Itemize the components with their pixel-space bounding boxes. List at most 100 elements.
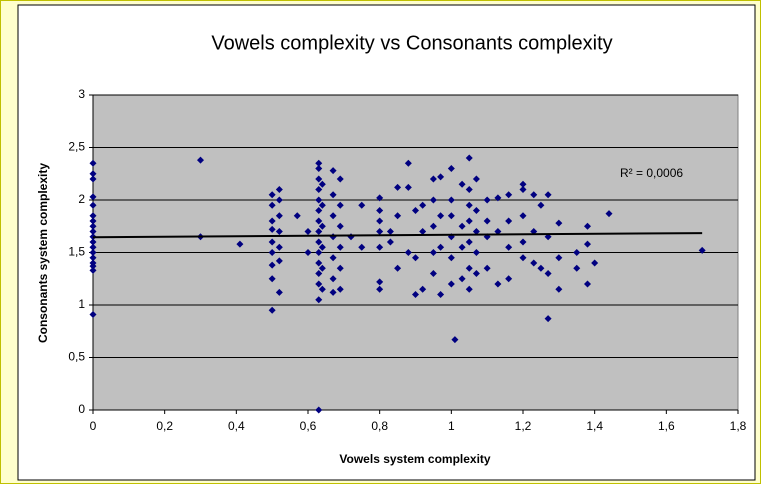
point (89, 238, 97, 246)
point (293, 212, 301, 220)
point (555, 219, 563, 227)
point (437, 173, 445, 181)
point (451, 336, 459, 344)
point (376, 228, 384, 235)
point (376, 285, 384, 293)
point (336, 201, 344, 209)
point (519, 180, 527, 188)
point (315, 165, 323, 172)
point (89, 310, 97, 318)
x-axis-label: Vowels system complexity (339, 452, 491, 466)
point (419, 228, 427, 235)
trendline (92, 232, 703, 239)
x-tick-label: 0,4 (228, 419, 245, 433)
point (458, 275, 466, 283)
point (329, 288, 337, 296)
point (429, 196, 437, 204)
point (530, 259, 538, 267)
chart-title: Vowels complexity vs Consonants complexi… (211, 32, 612, 54)
point (447, 212, 455, 220)
point (447, 165, 455, 172)
point (318, 285, 326, 293)
x-tick-label: 0,8 (371, 419, 388, 433)
point (89, 175, 97, 183)
point (465, 264, 473, 272)
point (605, 210, 613, 218)
point (447, 196, 455, 204)
point (472, 207, 480, 214)
point (315, 228, 323, 235)
y-tick-label: 1 (78, 297, 85, 311)
point (304, 249, 312, 256)
point (318, 201, 326, 209)
point (336, 222, 344, 230)
point (573, 249, 581, 256)
point (315, 406, 323, 414)
point (555, 285, 563, 293)
point (376, 243, 384, 251)
point (505, 275, 513, 283)
point (89, 217, 97, 225)
point (429, 222, 437, 230)
point (315, 296, 323, 304)
point (89, 201, 97, 209)
point (376, 217, 384, 225)
point (472, 270, 480, 277)
point (465, 186, 473, 193)
point (458, 222, 466, 230)
point (472, 175, 480, 183)
point (268, 238, 276, 246)
point (268, 217, 276, 225)
point (519, 254, 527, 262)
point (275, 186, 283, 193)
point (458, 243, 466, 251)
y-tick-label: 0 (78, 402, 85, 416)
point (358, 243, 366, 251)
point (483, 217, 491, 225)
point (89, 259, 97, 267)
point (591, 259, 599, 267)
point (537, 201, 545, 209)
point (89, 243, 97, 251)
point (89, 266, 97, 274)
point (494, 228, 502, 235)
point (376, 278, 384, 286)
point (315, 259, 323, 267)
point (437, 291, 445, 298)
point (584, 240, 591, 248)
point (394, 264, 402, 272)
point (519, 212, 527, 220)
point (465, 285, 473, 293)
point (329, 191, 337, 199)
point (358, 201, 366, 209)
x-tick-label: 1,8 (730, 419, 747, 433)
point (544, 270, 552, 277)
point (429, 175, 437, 183)
point (268, 201, 276, 209)
point (437, 243, 445, 251)
point (315, 217, 323, 225)
point (315, 175, 323, 183)
point (329, 275, 337, 283)
point (304, 228, 312, 235)
point (315, 280, 323, 288)
point (404, 159, 412, 167)
point (584, 222, 591, 230)
point (537, 264, 545, 272)
point (318, 243, 326, 251)
point (329, 167, 337, 175)
x-tick-label: 0,2 (156, 419, 173, 433)
x-tick-label: 1 (448, 419, 455, 433)
point (555, 254, 563, 262)
y-tick-label: 2,5 (68, 140, 85, 154)
point (412, 254, 419, 262)
point (268, 261, 276, 269)
y-tick-label: 0,5 (68, 350, 85, 364)
point (89, 159, 97, 167)
point (89, 193, 97, 201)
point (315, 238, 323, 246)
point (519, 238, 527, 246)
x-tick-label: 0 (90, 419, 97, 433)
point (336, 285, 344, 293)
